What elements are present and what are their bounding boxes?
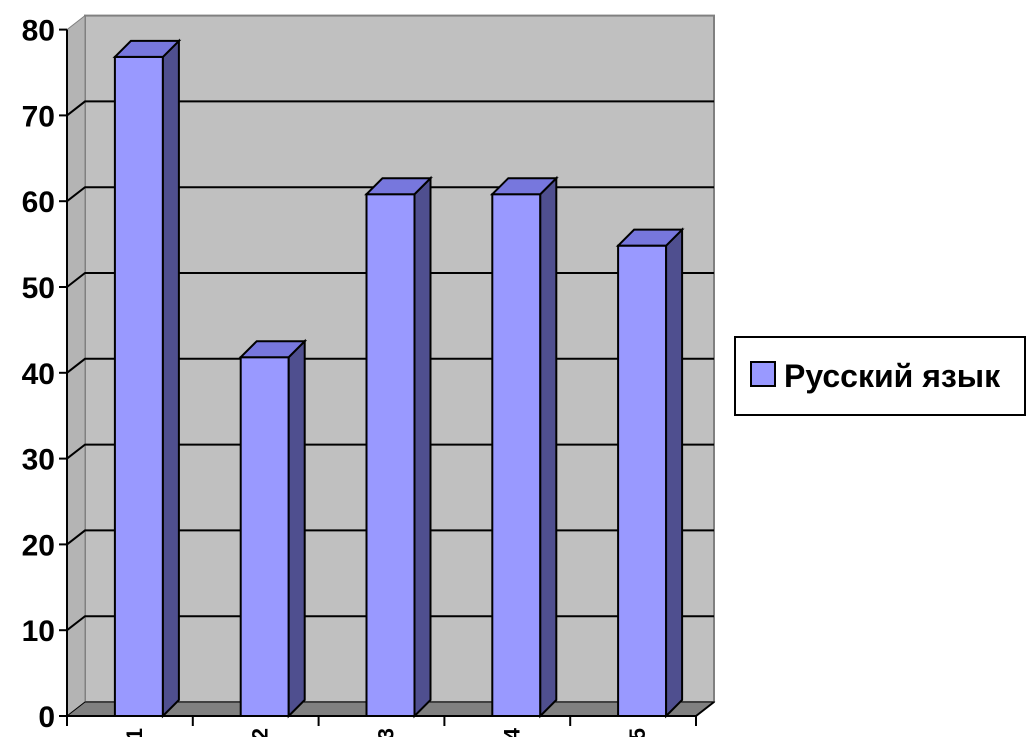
gridline [66, 100, 714, 117]
bar-side [161, 38, 180, 719]
bar-side [539, 175, 558, 719]
legend: Русский язык [734, 336, 1026, 416]
x-tick-label: 1 [122, 728, 147, 737]
bar-side [287, 338, 306, 719]
y-tick-label: 70 [22, 100, 55, 133]
y-tick-label: 10 [22, 615, 55, 648]
bar-top [364, 177, 433, 196]
bar [364, 175, 433, 719]
bar-top [489, 177, 559, 196]
bar-side [413, 175, 432, 719]
legend-swatch [750, 361, 776, 387]
bar [489, 175, 559, 719]
legend-label: Русский язык [784, 358, 1001, 394]
bar-front [491, 193, 542, 717]
bar-side [665, 227, 684, 719]
x-tick-label: 4 [499, 727, 524, 737]
y-tick-label: 0 [38, 701, 55, 734]
bar [238, 338, 308, 719]
y-tick-label: 40 [22, 358, 55, 391]
x-tick-label: 3 [374, 728, 399, 737]
bar-top [112, 39, 182, 58]
bar-front [617, 244, 668, 717]
floor-edge [695, 701, 715, 717]
bar [615, 227, 685, 719]
y-tick-label: 30 [22, 444, 55, 477]
x-tick-labels: 1 2 3 4 5 [122, 727, 650, 737]
bars [112, 38, 685, 719]
bar [112, 38, 182, 719]
y-tick-label: 50 [22, 272, 55, 305]
bar-front [113, 55, 164, 718]
legend-box [734, 336, 1026, 416]
y-tick-label: 60 [22, 186, 55, 219]
y-tick-label: 80 [22, 15, 55, 48]
bar-top [615, 228, 685, 247]
y-tick-label: 20 [22, 529, 55, 562]
bar-front [365, 193, 416, 717]
x-tick-label: 5 [625, 728, 650, 737]
y-tick-labels: 0 10 20 30 40 50 60 70 80 [22, 15, 55, 734]
bar-top [238, 340, 308, 359]
x-tick-label: 2 [248, 728, 273, 737]
bar-front [239, 356, 290, 717]
